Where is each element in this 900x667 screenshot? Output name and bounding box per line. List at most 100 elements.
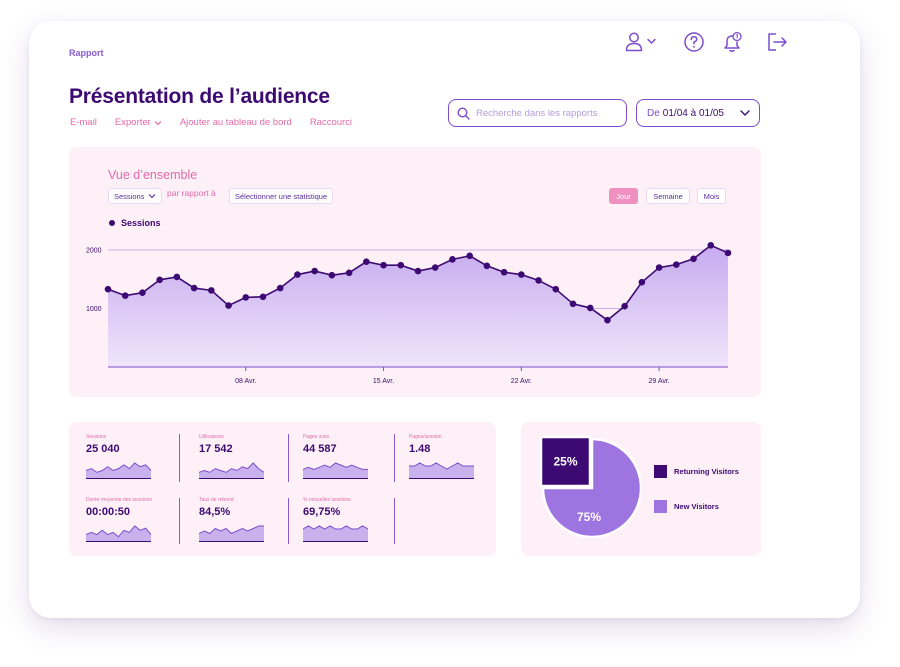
stat-sparkline <box>199 525 264 542</box>
stat-sparkline <box>409 462 474 479</box>
stats-panel: Sessions 25 040 Utilisateurs 17 542 Pages vu… <box>69 422 496 556</box>
tab-month[interactable]: Mois <box>697 188 726 204</box>
sparkline-area <box>409 463 474 478</box>
data-point <box>311 267 318 275</box>
data-point <box>104 285 112 293</box>
stat-label: Pages/session <box>409 434 442 440</box>
data-point <box>621 302 628 310</box>
tab-day[interactable]: Jour <box>609 188 638 204</box>
shortcut-action[interactable]: Raccourci <box>310 117 352 128</box>
data-point <box>604 316 611 324</box>
data-point <box>483 262 491 270</box>
data-point <box>363 258 370 265</box>
new-swatch <box>654 500 667 513</box>
export-action-label: Exporter <box>114 117 151 128</box>
data-point <box>673 261 680 268</box>
user-menu-button[interactable] <box>622 30 660 54</box>
pie-label-returning: 25% <box>553 455 577 469</box>
sparkline-area <box>303 526 368 541</box>
data-point <box>449 256 456 263</box>
data-point <box>466 252 473 260</box>
stat-tile[interactable]: Pages vues 44 587 <box>303 434 383 479</box>
data-point <box>655 264 663 271</box>
add-to-dashboard-action[interactable]: Ajouter au tableau de bord <box>180 117 292 128</box>
help-button[interactable] <box>682 30 706 54</box>
data-point <box>707 242 715 249</box>
stat-tile[interactable]: Sessions 25 040 <box>86 434 166 479</box>
stat-select[interactable]: Sélectionner une statistique <box>229 188 334 204</box>
email-action-label: E-mail <box>70 117 97 128</box>
data-point <box>586 304 594 312</box>
data-point <box>724 249 732 257</box>
stat-sparkline <box>303 462 368 479</box>
help-icon <box>684 32 704 52</box>
sessions-area-chart: 1000 2000 08 Avr. 15 Avr. 22 Avr. 29 Avr. <box>86 242 732 385</box>
stat-tile[interactable]: Taux de rebond 84,5% <box>199 497 279 542</box>
stat-label: Taux de rebond <box>199 497 234 503</box>
page-title: Présentation de l’audience <box>69 85 330 108</box>
email-action[interactable]: E-mail <box>70 117 97 128</box>
compare-text: par rapport à <box>167 188 216 198</box>
legend-returning-visitors: Returning Visitors <box>654 465 739 478</box>
stat-tile[interactable]: % nouvelles sessions 69,75% <box>303 497 383 542</box>
stat-value: 00:00:50 <box>86 506 131 518</box>
data-point <box>414 267 422 275</box>
stat-label: Durée moyenne des sessions <box>86 497 152 503</box>
sparkline-line <box>86 462 151 473</box>
metric-select[interactable]: Sessions <box>108 188 163 204</box>
stat-divider <box>288 498 289 544</box>
stat-sparkline <box>86 462 151 479</box>
visitors-pie-chart: 25% 75% <box>539 435 641 539</box>
shortcut-action-label: Raccourci <box>309 117 353 128</box>
stat-sparkline <box>86 525 151 542</box>
stat-label: Utilisateurs <box>199 434 224 440</box>
metric-select-label: Sessions <box>114 191 145 201</box>
bell-icon <box>724 31 742 52</box>
stat-value: 25 040 <box>86 443 120 455</box>
stat-divider <box>394 434 395 482</box>
stat-divider <box>179 434 180 482</box>
tab-week[interactable]: Semaine <box>646 188 690 204</box>
stat-tile[interactable]: Durée moyenne des sessions 00:00:50 <box>86 497 166 542</box>
sparkline-area <box>199 463 264 478</box>
data-point <box>690 255 697 263</box>
data-point <box>431 264 439 271</box>
series-area <box>108 245 728 367</box>
returning-swatch <box>654 465 667 478</box>
search-box[interactable] <box>448 99 627 127</box>
x-tick-label: 15 Avr. <box>373 378 394 385</box>
x-tick-label: 29 Avr. <box>648 378 669 385</box>
breadcrumb[interactable]: Rapport <box>69 48 104 58</box>
data-point <box>552 285 560 293</box>
date-range-value: 01/04 à 01/05 <box>662 107 724 119</box>
chart-legend: Sessions <box>109 218 161 228</box>
legend-label: Sessions <box>121 218 161 228</box>
y-tick-label: 2000 <box>86 248 102 255</box>
y-tick-label: 1000 <box>86 306 102 313</box>
stat-divider <box>288 434 289 482</box>
data-point <box>569 300 577 308</box>
data-point <box>500 268 508 276</box>
search-input[interactable] <box>476 107 621 119</box>
data-point <box>156 276 163 284</box>
chevron-down-icon <box>154 120 162 125</box>
overview-panel: Vue d’ensemble Sessions par rapport à Sé… <box>69 147 761 397</box>
data-point <box>294 271 301 278</box>
export-action[interactable]: Exporter <box>115 117 162 128</box>
notifications-button[interactable] <box>720 30 744 54</box>
returning-label: Returning Visitors <box>674 467 739 476</box>
stat-tile[interactable]: Pages/session 1.48 <box>409 434 489 479</box>
data-point <box>139 289 146 297</box>
logout-button[interactable] <box>765 30 789 54</box>
legend-new-visitors: New Visitors <box>654 500 719 513</box>
new-label: New Visitors <box>674 502 719 511</box>
visitors-pie-panel: 25% 75% Returning Visitors New Visitors <box>521 422 761 556</box>
data-point <box>190 284 198 292</box>
chevron-down-icon <box>149 194 156 199</box>
stat-value: 17 542 <box>199 443 233 455</box>
date-range-picker[interactable]: De 01/04 à 01/05 <box>636 99 760 127</box>
stat-tile[interactable]: Utilisateurs 17 542 <box>199 434 279 479</box>
data-point <box>397 261 405 269</box>
data-point <box>638 278 646 286</box>
stat-sparkline <box>199 462 264 479</box>
